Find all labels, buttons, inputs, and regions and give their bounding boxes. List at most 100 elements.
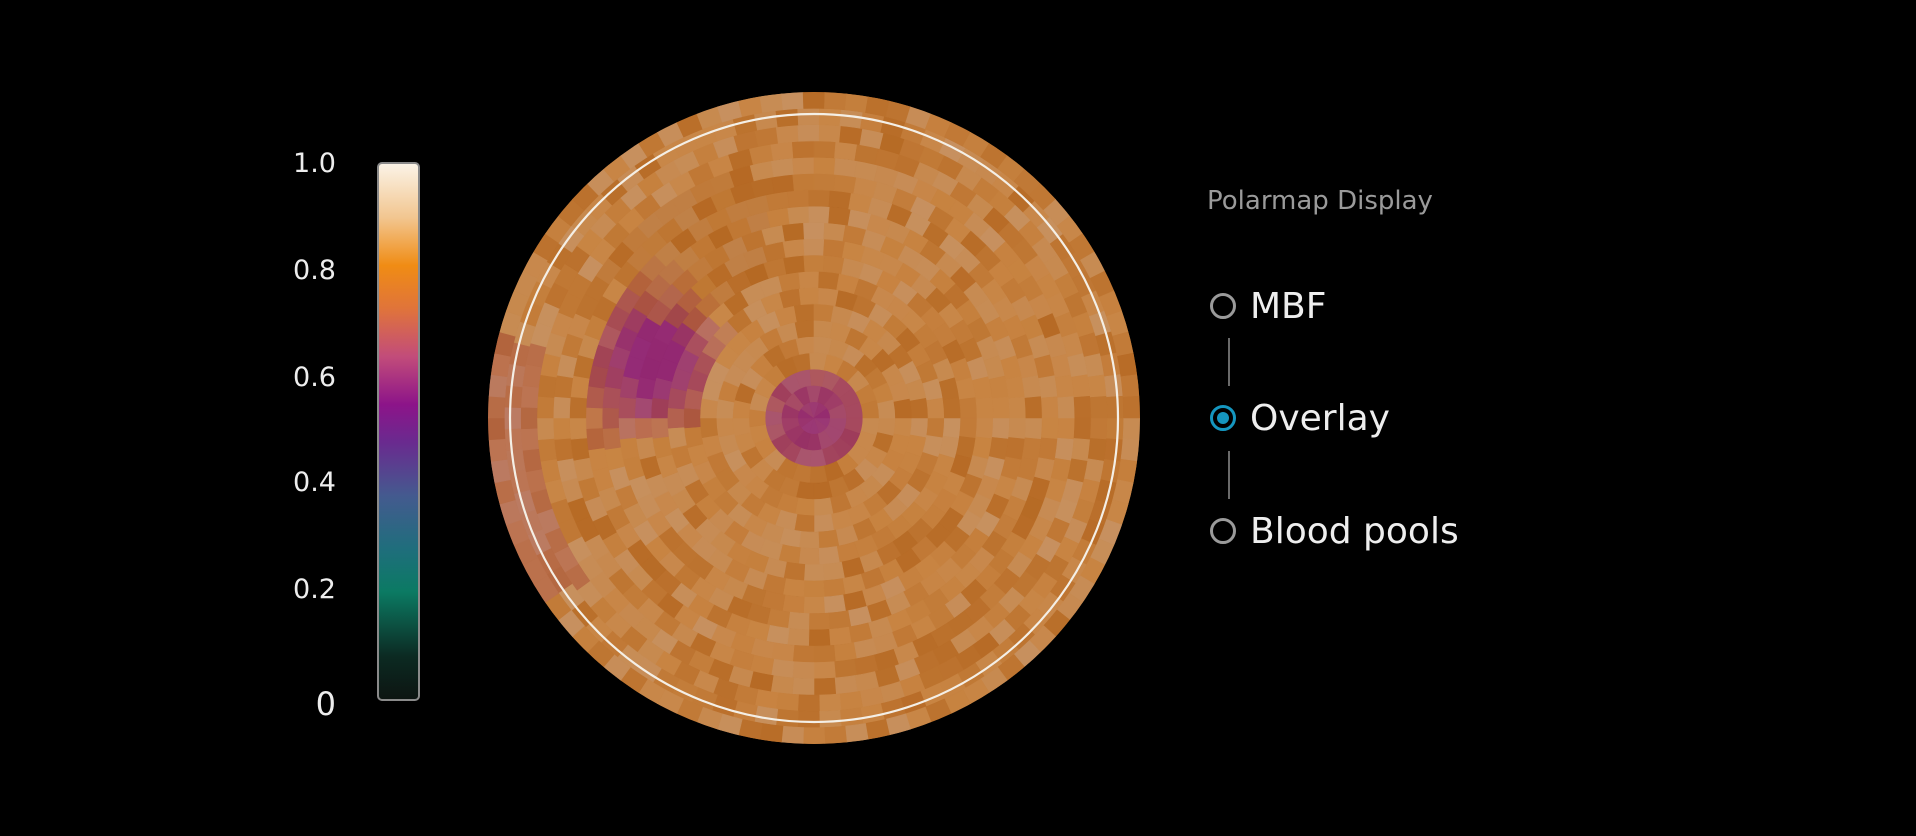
polarmap-cell (803, 596, 825, 614)
polarmap-cell (844, 723, 869, 743)
polarmap-cell (942, 417, 962, 439)
polarmap-cell (1005, 437, 1026, 461)
polarmap[interactable] (487, 91, 1141, 745)
radio-overlay-selected-icon[interactable] (1210, 405, 1236, 431)
polarmap-cell (715, 417, 735, 438)
polarmap-cell (781, 92, 804, 111)
polarmap-cell (505, 448, 526, 473)
polarmap-cell (834, 675, 858, 695)
option-mbf-label: MBF (1250, 285, 1327, 327)
colorscale-tick-1-0: 1.0 (293, 148, 336, 179)
polarmap-cell (1073, 417, 1092, 441)
polarmap-cell (585, 427, 605, 451)
polarmap-cell (803, 238, 825, 256)
polarmap-cell (602, 427, 621, 450)
polarmap-cell (1122, 395, 1140, 419)
option-blood-pools[interactable]: Blood pools (1210, 509, 1459, 553)
polarmap-cell (792, 645, 815, 663)
polarmap-cell (1005, 375, 1026, 399)
polarmap-cell (818, 709, 842, 728)
polarmap-cell (1090, 417, 1108, 440)
polarmap-cell (1104, 374, 1124, 398)
polarmap-cell (833, 658, 858, 679)
polarmap-cell (490, 352, 511, 378)
polarmap-cell (793, 513, 815, 533)
polarmap-cell (650, 397, 669, 419)
colorscale-tick-0-6: 0.6 (293, 362, 336, 393)
polarmap-cell (959, 397, 978, 419)
polarmap-cell (803, 222, 825, 240)
polarmap-cell (569, 396, 587, 419)
polarmap-cell (488, 417, 506, 441)
polarmap-cell (602, 386, 621, 409)
polarmap-contour-ring (508, 112, 1120, 724)
polarmap-cell (505, 363, 526, 388)
colorscale-tick-0: 0 (315, 685, 336, 723)
polarmap-cell (1057, 396, 1076, 419)
polarmap-cell (1057, 417, 1076, 440)
polarmap-cell (839, 125, 863, 146)
polarmap-cell (771, 174, 795, 194)
colorscale-gradient-bar (377, 162, 420, 701)
polarmap-cell (787, 611, 810, 631)
polarmap-cell (667, 387, 687, 410)
option-connector-2 (1228, 451, 1230, 499)
polarmap-cell (991, 396, 1010, 419)
polarmap-cell (1117, 458, 1138, 484)
polarmap-cell (783, 561, 806, 581)
polarmap-cell (828, 190, 852, 210)
polarmap-cell (798, 547, 820, 566)
polarmap-cell (813, 156, 836, 175)
option-mbf[interactable]: MBF (1210, 284, 1326, 328)
polarmap-cell (833, 642, 857, 662)
polarmap-cell (775, 108, 799, 128)
polarmap-cell (699, 417, 719, 439)
polarmap-cell (828, 206, 852, 226)
polarmap-display-title: Polarmap Display (1207, 186, 1433, 216)
polarmap-cell (504, 384, 523, 408)
polarmap-cell (782, 594, 805, 614)
polarmap-cell (828, 626, 852, 646)
polarmap-disc-icon (488, 92, 1140, 744)
polarmap-cell (893, 398, 913, 419)
polarmap-cell (775, 124, 799, 144)
polarmap-cell (618, 417, 637, 440)
polarmap-cell (748, 408, 766, 428)
polarmap-cell (813, 481, 833, 500)
polarmap-cell (601, 407, 619, 429)
polarmap-cell (813, 677, 837, 696)
polarmap-cell (553, 437, 574, 462)
polarmap-cell (782, 222, 805, 242)
polarmap-cell (833, 157, 858, 178)
polarmap-cell (520, 406, 538, 430)
polarmap-cell (520, 385, 539, 409)
polarmap-cell (732, 417, 751, 437)
polarmap-cell (909, 417, 929, 439)
radio-mbf-icon[interactable] (1210, 293, 1236, 319)
option-overlay[interactable]: Overlay (1210, 396, 1390, 440)
polarmap-cell (1071, 374, 1091, 398)
polarmap-cell (1120, 438, 1140, 462)
polarmap-cell (1041, 396, 1059, 419)
polarmap-cell (783, 255, 806, 275)
polarmap-cell (991, 417, 1010, 440)
polarmap-cell (1038, 437, 1058, 461)
polarmap-cell (823, 594, 846, 614)
polarmap-cell (798, 531, 820, 549)
option-overlay-label: Overlay (1250, 397, 1390, 439)
polarmap-cell (1008, 396, 1027, 419)
polarmap-cell (537, 374, 557, 398)
polarmap-cell (794, 319, 815, 339)
polarmap-cell (1041, 417, 1059, 440)
polarmap-cell (503, 406, 522, 430)
polarmap-cell (824, 92, 847, 111)
polarmap-cell (634, 417, 653, 440)
polarmap-cell (683, 426, 704, 449)
polarmap-cell (808, 612, 831, 631)
polarmap-cell (844, 93, 869, 113)
polarmap-cell (782, 578, 805, 598)
polarmap-cell (813, 661, 836, 680)
radio-blood-pools-icon[interactable] (1210, 518, 1236, 544)
polarmap-cell (834, 141, 858, 161)
polarmap-cell (797, 108, 820, 126)
